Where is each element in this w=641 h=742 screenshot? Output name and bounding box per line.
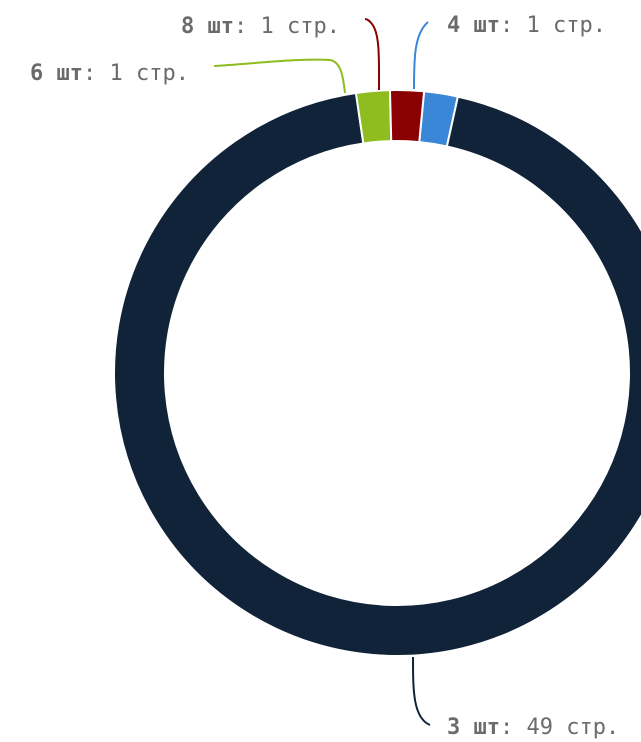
leader-line-4-шт <box>413 21 429 90</box>
slice-label-value: : 1 стр. <box>83 61 189 86</box>
slice-3-шт[interactable] <box>113 91 641 657</box>
leader-line-3-шт <box>412 656 431 726</box>
slice-label-value: : 49 стр. <box>500 715 619 740</box>
slice-label-3-шт: 3 шт: 49 стр. <box>447 715 619 740</box>
slice-label-name: 3 шт <box>447 715 500 740</box>
slice-8-шт[interactable] <box>388 89 426 144</box>
slice-label-8-шт: 8 шт: 1 стр. <box>181 14 340 39</box>
leader-line-8-шт <box>364 18 381 91</box>
slice-label-value: : 1 стр. <box>234 14 340 39</box>
slice-label-6-шт: 6 шт: 1 стр. <box>30 61 189 86</box>
leader-lines <box>213 18 431 726</box>
slice-label-name: 6 шт <box>30 61 83 86</box>
leader-line-6-шт <box>213 58 346 94</box>
slice-labels: 4 шт: 1 стр.3 шт: 49 стр.6 шт: 1 стр.8 ш… <box>30 13 619 740</box>
slice-label-name: 8 шт <box>181 14 234 39</box>
donut-slices <box>113 89 641 657</box>
slice-6-шт[interactable] <box>354 89 393 145</box>
slice-label-4-шт: 4 шт: 1 стр. <box>447 13 606 38</box>
slice-label-name: 4 шт <box>447 13 500 38</box>
slice-label-value: : 1 стр. <box>500 13 606 38</box>
